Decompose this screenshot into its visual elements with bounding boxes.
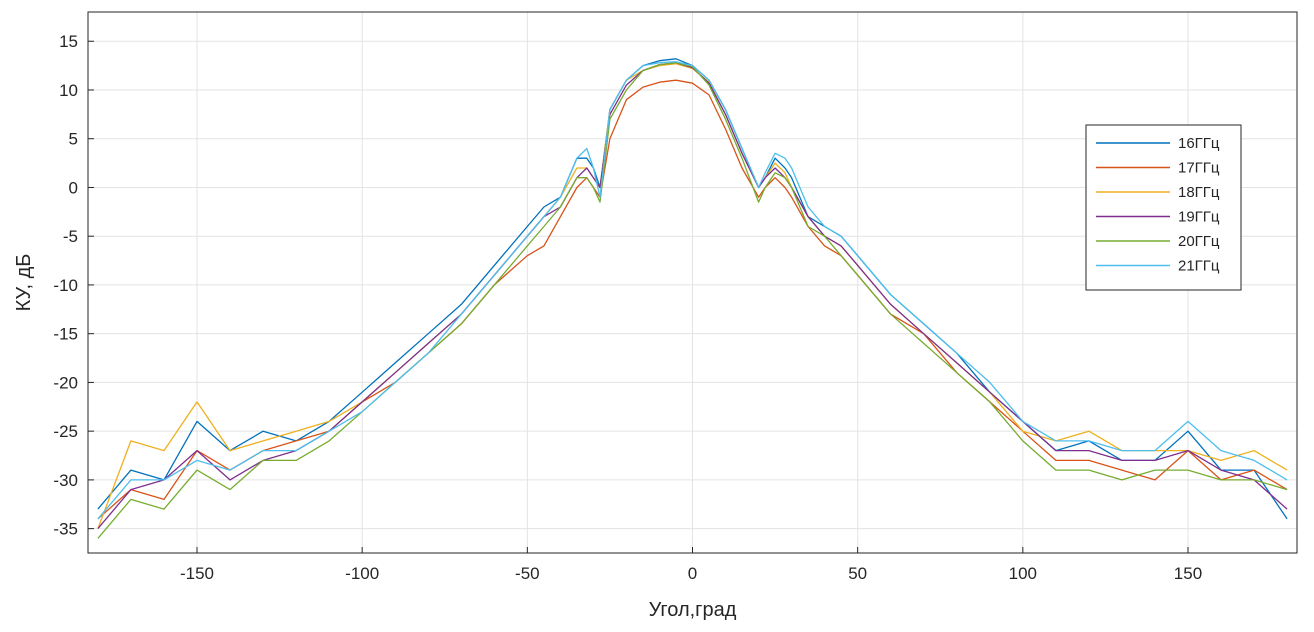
x-axis-label: Угол,град bbox=[649, 599, 737, 621]
series-line bbox=[97, 61, 1288, 520]
series-line bbox=[97, 62, 1288, 530]
y-tick-label: -10 bbox=[53, 276, 78, 295]
y-axis-ticks: -35 -30 -25 -20 -15 -10 -5 0 5 10 15 bbox=[53, 32, 94, 539]
y-tick-label: -30 bbox=[53, 471, 78, 490]
y-tick-label: -25 bbox=[53, 422, 78, 441]
y-tick-label: 10 bbox=[59, 81, 78, 100]
y-tick-label: -5 bbox=[63, 227, 78, 246]
y-tick-label: 5 bbox=[69, 130, 78, 149]
y-tick-label: -35 bbox=[53, 520, 78, 539]
legend-label: 17ГГц bbox=[1178, 160, 1220, 177]
y-tick-label: -20 bbox=[53, 373, 78, 392]
series-lines bbox=[97, 58, 1288, 539]
x-tick-label: 0 bbox=[688, 564, 697, 583]
x-tick-label: 100 bbox=[1009, 564, 1037, 583]
x-tick-label: 150 bbox=[1174, 564, 1202, 583]
legend-label: 18ГГц bbox=[1178, 184, 1220, 201]
grid bbox=[88, 12, 1297, 553]
legend-label: 20ГГц bbox=[1178, 233, 1220, 250]
legend-label: 19ГГц bbox=[1178, 209, 1220, 226]
x-tick-label: 50 bbox=[848, 564, 867, 583]
x-tick-label: -100 bbox=[345, 564, 379, 583]
y-tick-label: -15 bbox=[53, 325, 78, 344]
series-line bbox=[97, 79, 1288, 520]
x-tick-label: -150 bbox=[180, 564, 214, 583]
y-tick-label: 15 bbox=[59, 32, 78, 51]
legend-box bbox=[1085, 124, 1242, 291]
legend-label: 16ГГц bbox=[1178, 135, 1220, 152]
legend: 16ГГц 17ГГц 18ГГц 19ГГц 20ГГц 21ГГц bbox=[1085, 124, 1242, 291]
x-tick-label: -50 bbox=[515, 564, 540, 583]
x-axis-ticks: -150 -100 -50 0 50 100 150 bbox=[180, 547, 1202, 583]
y-axis-label: КУ, дБ bbox=[13, 254, 35, 312]
y-tick-label: 0 bbox=[69, 178, 78, 197]
legend-label: 21ГГц bbox=[1178, 258, 1220, 275]
